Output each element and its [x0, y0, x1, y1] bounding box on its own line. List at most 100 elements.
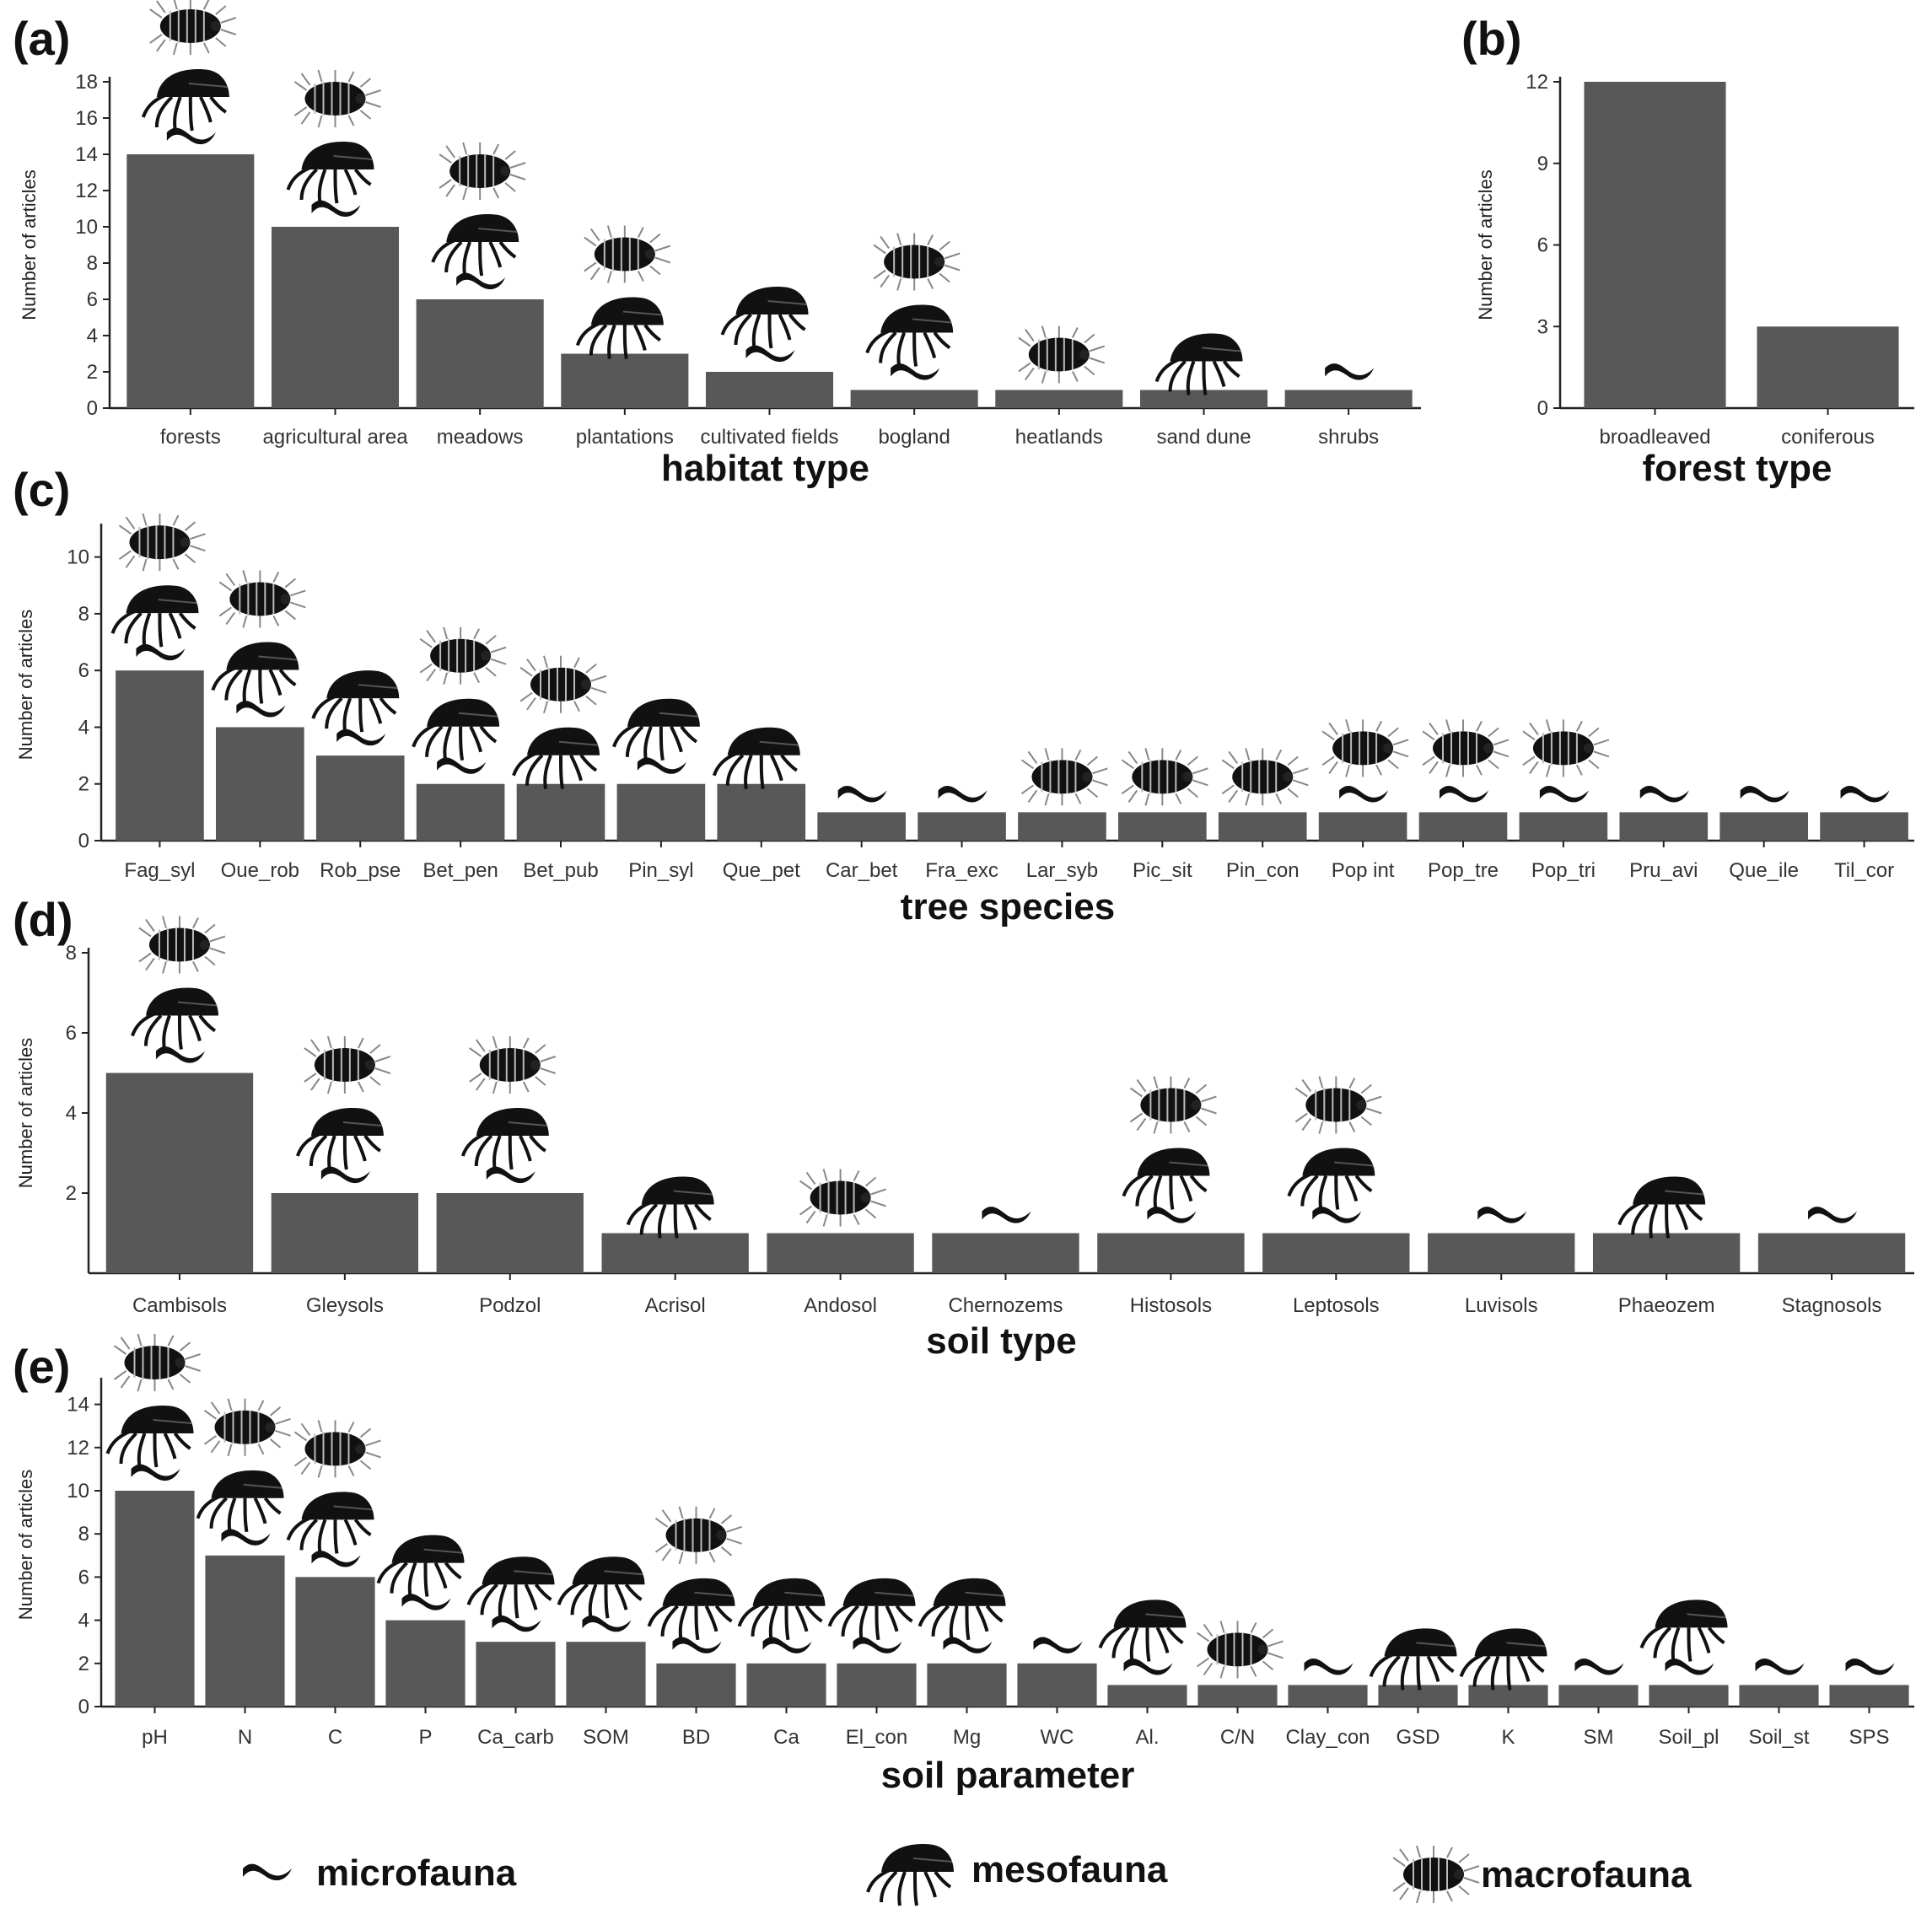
bar: [656, 1663, 736, 1707]
y-tick-label: 2: [87, 361, 98, 384]
mesofauna-icon: [105, 1404, 196, 1469]
y-tick-label: 6: [78, 659, 89, 682]
y-tick-label: 6: [87, 288, 98, 311]
y-axis-label: Number of articles: [15, 610, 36, 761]
chart-panel-0: (a) Number of articles 0 2 4 6 8 10 12 14 16 18 fore…: [13, 0, 1421, 489]
legend-mesofauna-icon: [866, 1842, 955, 1907]
panel-label: (e): [13, 1340, 70, 1393]
bar: [817, 812, 906, 841]
macrofauna-icon: [113, 1333, 202, 1392]
bar: [115, 1491, 195, 1707]
x-tick-label: Pin_con: [1226, 859, 1300, 882]
macrofauna-icon: [118, 513, 207, 573]
mesofauna-icon: [1154, 331, 1245, 397]
bar: [717, 783, 806, 841]
y-axis-label: Number of articles: [19, 169, 40, 320]
bar: [1739, 1685, 1819, 1707]
mesofauna-icon: [626, 1175, 716, 1240]
x-tick-label: Mg: [953, 1726, 981, 1749]
microfauna-icon: [938, 786, 988, 803]
x-tick-label: Al.: [1135, 1726, 1159, 1749]
mesofauna-icon: [865, 303, 955, 368]
y-tick-label: 6: [78, 1566, 89, 1589]
mesofauna-icon: [512, 725, 601, 791]
x-tick-label: Lar_syb: [1026, 859, 1098, 882]
x-tick-label: P: [418, 1726, 432, 1749]
y-tick-label: 10: [67, 546, 89, 569]
x-tick-label: Cambisols: [132, 1294, 227, 1317]
macrofauna-icon: [218, 569, 307, 629]
y-tick-label: 10: [67, 1480, 89, 1503]
x-tick-label: Gleysols: [306, 1294, 384, 1317]
x-tick-label: Luvisols: [1465, 1294, 1538, 1317]
x-tick-label: agricultural area: [262, 426, 408, 449]
bar: [561, 353, 689, 408]
bar: [271, 1193, 419, 1273]
x-tick-label: Til_cor: [1834, 859, 1894, 882]
bar: [705, 372, 834, 408]
y-tick-label: 4: [87, 325, 98, 347]
x-tick-label: SPS: [1849, 1726, 1889, 1749]
bar: [1592, 1233, 1741, 1273]
mesofauna-icon: [918, 1576, 1008, 1642]
x-tick-label: BD: [682, 1726, 710, 1749]
macrofauna-icon: [1020, 747, 1109, 807]
bar: [1719, 812, 1808, 841]
y-tick-label: 0: [1537, 397, 1548, 420]
x-axis-title: habitat type: [661, 448, 869, 489]
bar: [918, 812, 1006, 841]
bar: [1197, 1685, 1278, 1707]
macrofauna-icon: [293, 1419, 382, 1479]
y-tick-label: 8: [78, 603, 89, 626]
y-tick-label: 8: [78, 1523, 89, 1546]
x-tick-label: forests: [160, 426, 221, 449]
x-tick-label: Pic_sit: [1133, 859, 1192, 882]
chart-panel-2: (c) Number of articles 0 2 4 6 8 10 Fag_syl Oue_r…: [13, 463, 1914, 927]
mesofauna-icon: [431, 212, 521, 277]
x-axis-title: tree species: [901, 886, 1115, 927]
macrofauna-icon: [419, 626, 508, 685]
macrofauna-icon: [1121, 747, 1209, 807]
bar: [1288, 1685, 1368, 1707]
bar: [566, 1642, 646, 1707]
x-tick-label: Soil_pl: [1658, 1726, 1719, 1749]
x-tick-label: Chernozems: [948, 1294, 1063, 1317]
bar: [126, 154, 255, 408]
y-tick-label: 0: [78, 1696, 89, 1718]
y-tick-label: 2: [78, 1653, 89, 1675]
x-tick-label: Pop_tri: [1531, 859, 1596, 882]
microfauna-icon: [1440, 786, 1488, 803]
bar: [1107, 1685, 1187, 1707]
bar: [295, 1577, 375, 1707]
legend-macrofauna-label: macrofauna: [1481, 1854, 1692, 1895]
microfauna-icon: [982, 1207, 1031, 1223]
mesofauna-icon: [737, 1576, 827, 1642]
mesofauna-icon: [1369, 1626, 1459, 1692]
microfauna-icon: [1033, 1637, 1083, 1653]
legend: microfauna mesofauna macrofauna: [243, 1842, 1692, 1907]
mesofauna-icon: [575, 295, 665, 361]
bar: [1284, 390, 1413, 408]
x-tick-label: Oue_rob: [221, 859, 299, 882]
x-tick-label: Bet_pub: [523, 859, 598, 882]
x-tick-label: WC: [1041, 1726, 1074, 1749]
bar: [1820, 812, 1908, 841]
x-tick-label: Acrisol: [645, 1294, 706, 1317]
y-tick-label: 0: [87, 397, 98, 420]
mesofauna-icon: [295, 1106, 385, 1171]
macrofauna-icon: [303, 1035, 391, 1094]
x-tick-label: C: [328, 1726, 342, 1749]
mesofauna-icon: [1639, 1598, 1730, 1664]
mesofauna-icon: [1617, 1175, 1708, 1240]
x-tick-label: Pop_tre: [1428, 859, 1499, 882]
y-tick-label: 16: [75, 107, 98, 130]
mesofauna-icon: [211, 640, 301, 706]
mesofauna-icon: [130, 986, 220, 1051]
bar: [1519, 812, 1608, 841]
x-tick-label: Que_ile: [1729, 859, 1799, 882]
macrofauna-icon: [439, 142, 527, 201]
x-tick-label: cultivated fields: [700, 426, 838, 449]
mesofauna-icon: [611, 696, 702, 762]
macrofauna-icon: [1294, 1075, 1383, 1135]
x-tick-label: GSD: [1396, 1726, 1440, 1749]
